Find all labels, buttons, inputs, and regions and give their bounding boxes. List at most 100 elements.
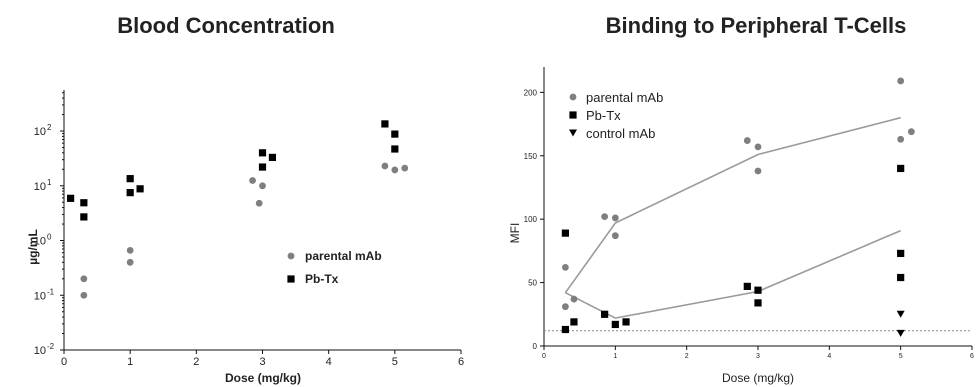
data-point — [897, 273, 905, 282]
y-tick-exponent: 0 — [47, 233, 52, 242]
plot-marks — [67, 120, 409, 299]
legend-marker — [569, 129, 577, 137]
x-tick-label: 0 — [61, 356, 67, 368]
data-point — [561, 325, 569, 334]
y-tick-label: 10 — [34, 126, 46, 138]
y-tick-exponent: 1 — [47, 178, 52, 187]
data-point — [897, 135, 905, 143]
data-point — [907, 128, 915, 136]
data-point — [391, 130, 399, 138]
data-point — [67, 194, 75, 202]
y-tick-label: 10 — [34, 345, 46, 357]
data-point — [258, 163, 267, 171]
data-point — [561, 229, 569, 237]
legend: parental mAb Pb-Tx control mAb — [569, 90, 663, 141]
y-tick-exponent: -1 — [47, 287, 55, 296]
data-point — [601, 213, 609, 221]
x-axis-label: Dose (mg/kg) — [225, 371, 301, 385]
data-point — [249, 177, 256, 184]
data-point — [258, 149, 267, 157]
data-point — [126, 189, 134, 197]
x-tick-label: 6 — [458, 356, 464, 368]
data-point — [391, 145, 399, 153]
legend-label: Pb-Tx — [305, 272, 339, 286]
data-point — [80, 275, 88, 283]
x-tick-label: 2 — [685, 353, 689, 360]
legend-label: Pb-Tx — [586, 108, 621, 123]
data-point — [897, 77, 905, 85]
y-tick-label: 10 — [34, 181, 46, 193]
legend-marker — [569, 111, 577, 119]
y-tick-exponent: -2 — [47, 342, 55, 351]
legend-label: parental mAb — [305, 249, 382, 263]
data-point — [80, 291, 88, 299]
data-point — [570, 318, 578, 326]
chart-title: Binding to Peripheral T-Cells — [606, 13, 907, 38]
data-point — [570, 295, 578, 303]
data-point — [622, 318, 630, 326]
x-tick-label: 1 — [613, 353, 617, 360]
data-point — [562, 303, 569, 311]
t-cell-binding-chart: Binding to Peripheral T-Cells MFI Dose (… — [508, 13, 974, 385]
data-point — [896, 329, 905, 337]
x-tick-label: 3 — [756, 353, 760, 360]
y-axis-label: µg/mL — [26, 229, 40, 265]
y-tick-label: 100 — [524, 215, 538, 224]
x-tick-label: 1 — [127, 356, 133, 368]
data-point — [381, 120, 389, 128]
legend-label: control mAb — [586, 126, 655, 141]
x-tick-label: 4 — [827, 353, 831, 360]
data-point — [562, 263, 569, 271]
fit-line — [565, 229, 902, 319]
data-point — [381, 162, 389, 170]
y-tick-label: 10 — [34, 236, 46, 248]
data-point — [268, 153, 277, 162]
data-point — [754, 143, 762, 151]
x-tick-label: 5 — [392, 356, 398, 368]
data-point — [611, 320, 619, 329]
legend: parental mAb Pb-Tx — [287, 249, 382, 286]
y-tick-label: 0 — [533, 342, 538, 351]
data-point — [391, 166, 399, 174]
legend-marker — [287, 275, 295, 283]
x-tick-label: 0 — [542, 353, 546, 360]
data-point — [743, 137, 751, 144]
y-tick-label: 150 — [524, 152, 538, 161]
y-tick-exponent: 2 — [47, 123, 52, 132]
data-point — [896, 310, 905, 318]
blood-concentration-chart: Blood Concentration µg/mL Dose (mg/kg) 0… — [26, 13, 464, 385]
x-tick-label: 2 — [193, 356, 199, 368]
x-tick-label: 6 — [970, 353, 974, 360]
data-point — [259, 182, 266, 190]
legend-label: parental mAb — [586, 90, 663, 105]
data-point — [754, 286, 762, 294]
x-tick-label: 5 — [899, 353, 903, 360]
x-tick-label: 4 — [326, 356, 332, 368]
data-point — [80, 213, 88, 221]
y-tick-label: 200 — [524, 88, 538, 97]
data-point — [897, 249, 905, 258]
y-axis-label: MFI — [508, 223, 522, 244]
plot-marks — [561, 77, 915, 337]
data-point — [897, 164, 905, 173]
y-tick-label: 50 — [528, 279, 537, 288]
data-point — [611, 232, 619, 240]
data-point — [743, 282, 751, 290]
data-point — [601, 310, 609, 318]
x-tick-label: 3 — [259, 356, 265, 368]
fit-line — [564, 116, 901, 294]
chart-title: Blood Concentration — [117, 13, 335, 38]
y-tick-label: 10 — [34, 290, 46, 302]
data-point — [126, 258, 134, 266]
data-point — [126, 247, 134, 254]
data-point — [255, 199, 263, 207]
data-point — [754, 299, 762, 307]
legend-marker — [287, 252, 295, 260]
data-point — [611, 214, 619, 222]
data-point — [754, 167, 762, 175]
data-point — [136, 185, 144, 193]
data-point — [80, 199, 88, 207]
data-point — [126, 175, 134, 183]
